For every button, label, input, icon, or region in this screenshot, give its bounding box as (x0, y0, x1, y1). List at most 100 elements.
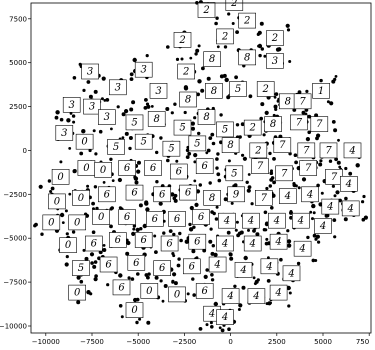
scatter-point (264, 110, 269, 115)
scatter-point (159, 279, 163, 283)
digit-thumbnail: 3 (134, 61, 153, 78)
scatter-point (344, 166, 348, 171)
scatter-point (361, 200, 365, 204)
digit-thumbnail-label: 9 (233, 189, 240, 200)
digit-thumbnail-frame (301, 186, 319, 203)
digit-thumbnail: 4 (234, 261, 253, 278)
digit-thumbnail-label: 0 (81, 137, 88, 148)
digit-thumbnail: 0 (48, 193, 66, 210)
scatter-point (235, 30, 240, 34)
digit-thumbnail: 6 (118, 160, 136, 176)
scatter-point (316, 133, 321, 138)
digit-thumbnail-label: 5 (231, 168, 237, 179)
digit-thumbnail: 4 (282, 265, 301, 282)
digit-thumbnail: 4 (314, 218, 332, 234)
scatter-point (213, 252, 218, 257)
scatter-point (128, 146, 132, 151)
digit-thumbnail: 5 (134, 133, 153, 150)
scatter-point (89, 252, 95, 257)
digit-thumbnail: 3 (109, 79, 127, 96)
digit-thumbnail-label: 6 (176, 167, 183, 178)
digit-thumbnail-label: 4 (287, 268, 294, 279)
digit-thumbnail: 8 (264, 116, 282, 132)
digit-thumbnail-frame (92, 209, 110, 225)
digit-thumbnail-label: 7 (257, 161, 264, 172)
scatter-point (136, 169, 141, 174)
digit-thumbnail: 4 (260, 258, 279, 275)
scatter-point (317, 240, 321, 244)
digit-thumbnail-frame (275, 165, 294, 182)
scatter-point (312, 233, 317, 238)
scatter-point (216, 152, 220, 156)
scatter-point (64, 209, 68, 213)
scatter-point (170, 192, 175, 197)
digit-thumbnail-frame (269, 233, 288, 250)
scatter-point (286, 229, 290, 233)
digit-thumbnail: 2 (266, 30, 284, 46)
scatter-point (312, 211, 316, 215)
digit-thumbnail-frame (188, 135, 207, 152)
digit-thumbnail-frame (72, 260, 90, 276)
scatter-point (355, 163, 360, 168)
digit-thumbnail-frame (251, 158, 269, 174)
digit-thumbnail-label: 3 (104, 112, 110, 123)
digit-thumbnail: 5 (162, 140, 181, 157)
scatter-point (135, 227, 140, 232)
digit-thumbnail-frame (188, 233, 207, 250)
digit-thumbnail-label: 3 (61, 128, 67, 139)
digit-thumbnail-frame (83, 98, 101, 115)
digit-thumbnail-label: 1 (318, 86, 324, 97)
digit-thumbnail-label: 0 (54, 196, 61, 207)
scatter-point (215, 157, 219, 161)
digit-thumbnail: 7 (255, 190, 273, 206)
scatter-point (211, 244, 215, 248)
scatter-point (124, 109, 129, 114)
digit-thumbnail: 4 (216, 235, 234, 252)
scatter-point (170, 111, 174, 115)
scatter-point (297, 186, 301, 190)
scatter-point (121, 112, 126, 117)
scatter-point (86, 80, 91, 84)
digit-thumbnail-label: 2 (221, 31, 228, 42)
digit-thumbnail-frame (134, 133, 153, 150)
scatter-point (105, 98, 110, 102)
scatter-point (93, 260, 98, 264)
digit-thumbnail-frame (177, 63, 195, 80)
digit-thumbnail-frame (146, 211, 164, 227)
digit-thumbnail-label: 0 (146, 286, 153, 297)
digit-thumbnail-label: 2 (243, 16, 250, 27)
digit-thumbnail-frame (192, 209, 210, 225)
scatter-point (252, 276, 256, 280)
digit-thumbnail-label: 2 (262, 84, 269, 95)
scatter-point (272, 113, 276, 117)
scatter-point (132, 57, 137, 63)
scatter-point (68, 192, 72, 196)
scatter-point (328, 159, 333, 163)
scatter-point (274, 92, 279, 96)
digit-thumbnail-frame (168, 286, 186, 303)
scatter-point (319, 78, 323, 83)
digit-thumbnail-frame (203, 51, 221, 68)
digit-thumbnail-frame (208, 256, 227, 273)
scatter-point (173, 281, 178, 286)
scatter-point (102, 181, 106, 184)
scatter-point (198, 183, 202, 187)
digit-thumbnail: 6 (99, 256, 118, 273)
scatter-point (194, 202, 199, 207)
digit-thumbnail-frame (48, 193, 66, 210)
scatter-point (129, 107, 134, 112)
scatter-point (166, 158, 170, 163)
digit-thumbnail-frame (107, 139, 125, 155)
scatter-point (203, 274, 208, 279)
digit-thumbnail-frame (59, 237, 77, 253)
digit-thumbnail-frame (343, 142, 362, 159)
digit-thumbnail-label: 5 (113, 142, 119, 153)
digit-thumbnail-label: 5 (222, 124, 228, 135)
digit-thumbnail: 2 (173, 32, 192, 48)
scatter-point (109, 224, 113, 229)
scatter-point (241, 285, 246, 290)
scatter-point (95, 206, 99, 211)
digit-thumbnail: 4 (247, 288, 266, 304)
scatter-point (218, 326, 222, 330)
scatter-point (329, 101, 334, 106)
